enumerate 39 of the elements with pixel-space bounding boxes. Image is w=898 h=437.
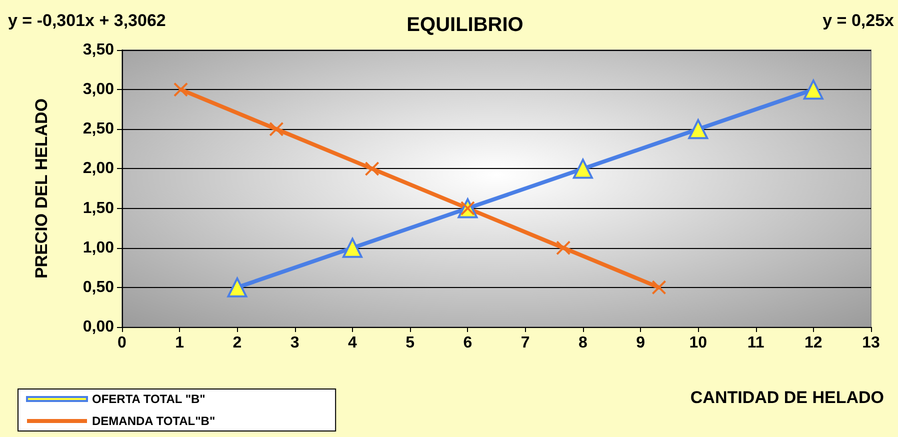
x-tick-label: 8	[578, 334, 588, 352]
point	[342, 238, 362, 258]
point	[227, 277, 248, 298]
x-tick-label: 2	[232, 334, 242, 352]
point	[803, 80, 824, 100]
x-tick-label: 3	[290, 334, 300, 352]
point	[572, 158, 593, 179]
x-tick-label: 4	[348, 334, 358, 352]
x-tick-label: 0	[118, 334, 127, 352]
x-tick-label: 6	[463, 334, 472, 352]
text: y = -0,301x + 3,3062	[8, 11, 166, 30]
legend-label: OFERTA TOTAL "B"	[92, 392, 206, 406]
x-tick-label: 9	[636, 334, 646, 352]
point	[269, 122, 284, 136]
x-tick-label: 1	[175, 334, 184, 352]
y-tick-label: 1,50	[82, 200, 114, 217]
x-tick-label: 12	[804, 334, 822, 352]
y-tick-label: 2,50	[82, 120, 114, 138]
y-tick-label: 0,50	[82, 278, 114, 296]
y-tick-label: 2,00	[82, 160, 114, 178]
point	[174, 82, 188, 97]
x-tick-label: 10	[689, 334, 708, 352]
y-axis-title: PRECIO DEL HELADO	[32, 98, 51, 279]
x-axis-title: CANTIDAD DE HELADO	[690, 388, 884, 407]
y-tick-label: 1,00	[82, 239, 114, 256]
x-tick-label: 11	[747, 334, 764, 352]
y-tick-label: 3,00	[82, 81, 114, 98]
x-tick-label: 5	[406, 334, 415, 352]
chart-title: EQUILIBRIO	[406, 14, 524, 36]
y-tick-label: 3,50	[82, 42, 114, 58]
x-tick-label: 7	[520, 334, 530, 352]
point	[688, 119, 708, 140]
point	[365, 162, 380, 176]
text: y = 0,25x	[822, 11, 895, 30]
point	[652, 280, 666, 294]
x-tick-label: 13	[862, 334, 880, 352]
y-tick-label: 0,00	[82, 318, 114, 336]
point	[556, 240, 570, 255]
legend-label: DEMANDA TOTAL"B"	[92, 414, 216, 428]
